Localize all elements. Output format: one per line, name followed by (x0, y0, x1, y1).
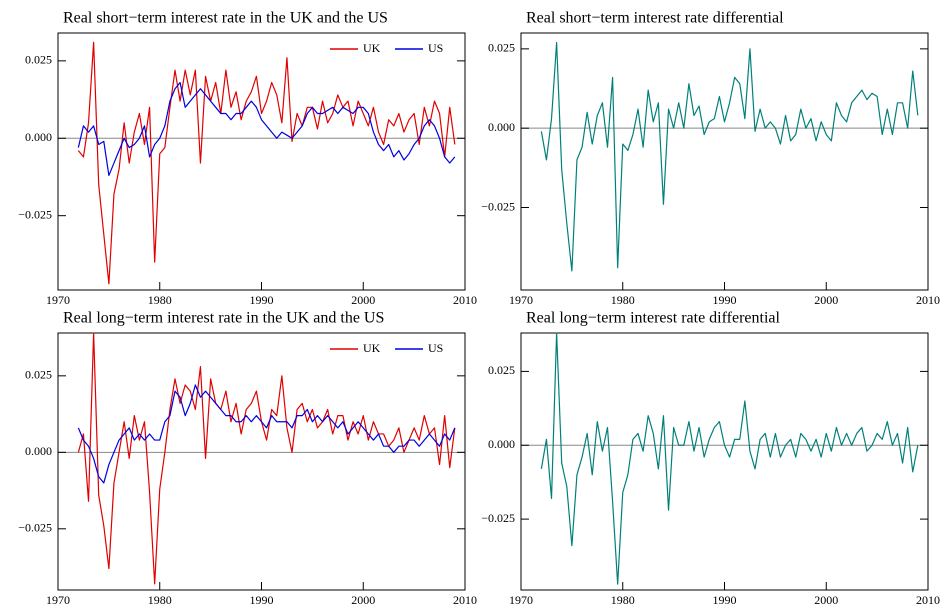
y-tick-label: 0.000 (25, 444, 52, 458)
x-tick-label: 2010 (916, 293, 940, 307)
chart-title: Real short−term interest rate differenti… (526, 10, 784, 27)
x-tick-label: 1980 (611, 293, 635, 307)
plot-frame (57, 32, 466, 291)
series-line (77, 41, 456, 285)
y-tick-label: −0.025 (18, 207, 52, 221)
x-tick-label: 2000 (351, 593, 375, 607)
x-tick-label: 2000 (351, 293, 375, 307)
series-line (77, 81, 456, 177)
y-tick-label: 0.025 (25, 53, 52, 67)
x-tick-label: 1990 (250, 593, 274, 607)
x-tick-label: 1980 (611, 593, 635, 607)
chart-title: Real long−term interest rate differentia… (526, 310, 781, 327)
x-tick-label: 1970 (46, 293, 70, 307)
plot-frame (520, 332, 929, 591)
y-tick-label: −0.025 (481, 199, 515, 213)
plot-frame (57, 332, 466, 591)
chart-title: Real short−term interest rate in the UK … (63, 10, 388, 27)
x-tick-label: 2010 (453, 293, 477, 307)
x-tick-label: 1980 (148, 593, 172, 607)
legend-label: US (428, 341, 443, 355)
y-tick-label: 0.000 (25, 130, 52, 144)
y-tick-label: 0.025 (488, 41, 515, 55)
y-tick-label: 0.000 (488, 437, 515, 451)
y-tick-label: −0.025 (18, 521, 52, 535)
y-tick-label: 0.000 (488, 120, 515, 134)
x-tick-label: 1970 (509, 593, 533, 607)
y-tick-label: 0.025 (488, 363, 515, 377)
x-tick-label: 2000 (814, 293, 838, 307)
series-line (540, 332, 919, 585)
x-tick-label: 2010 (453, 593, 477, 607)
x-tick-label: 2010 (916, 593, 940, 607)
x-tick-label: 1970 (509, 293, 533, 307)
y-tick-label: −0.025 (481, 511, 515, 525)
plot-frame (520, 32, 929, 291)
series-line (77, 332, 456, 585)
x-tick-label: 1990 (713, 593, 737, 607)
x-tick-label: 1970 (46, 593, 70, 607)
y-tick-label: 0.025 (25, 368, 52, 382)
x-tick-label: 1990 (713, 293, 737, 307)
legend-label: UK (363, 41, 381, 55)
legend-label: UK (363, 341, 381, 355)
chart-title: Real long−term interest rate in the UK a… (63, 310, 384, 327)
series-line (77, 384, 456, 484)
x-tick-label: 2000 (814, 593, 838, 607)
x-tick-label: 1980 (148, 293, 172, 307)
legend-label: US (428, 41, 443, 55)
x-tick-label: 1990 (250, 293, 274, 307)
series-line (540, 41, 919, 272)
